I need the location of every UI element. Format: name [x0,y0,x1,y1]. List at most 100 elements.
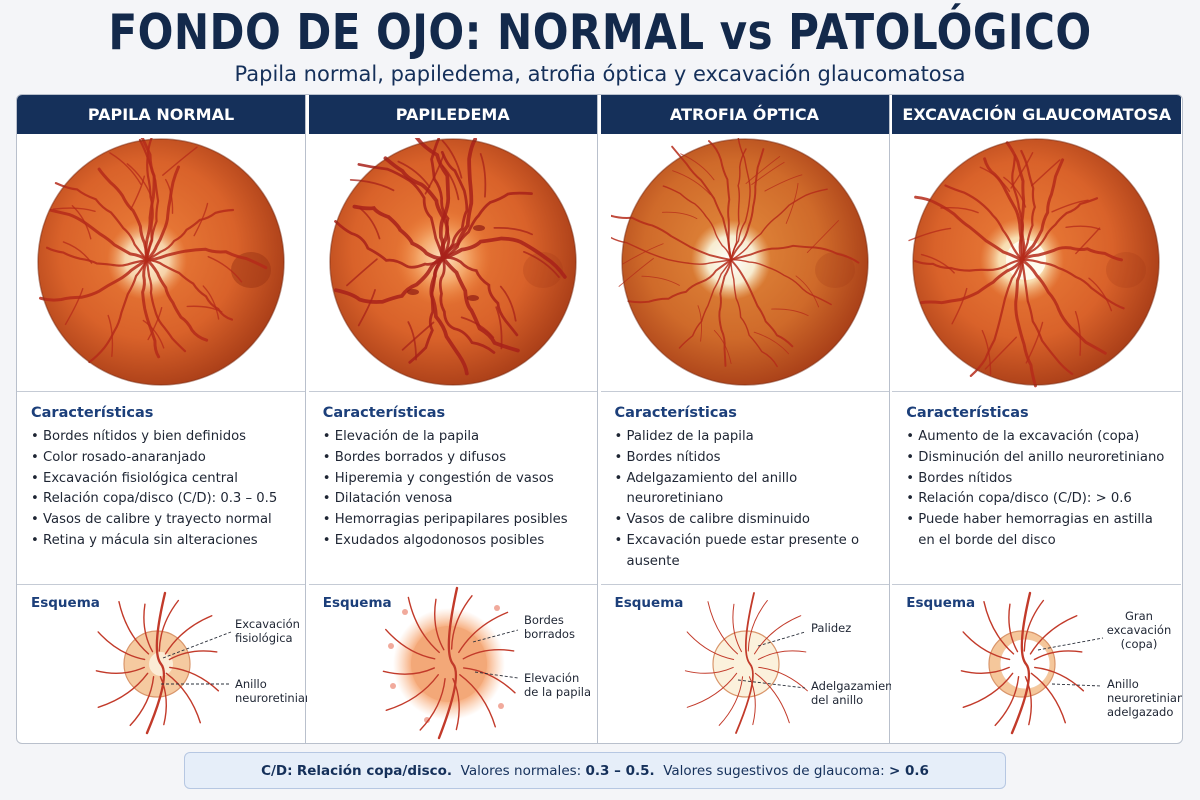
blood-vessel [914,258,1024,272]
blood-vessel [1020,258,1108,355]
blood-vessel-branch [661,211,697,220]
blood-vessel-branch [162,146,198,176]
blood-vessel-branch [671,170,711,196]
features-heading: Características [31,405,154,421]
hemorrhage [466,295,479,301]
exudate-dot [389,683,396,689]
column-glaucoma: EXCAVACIÓN GLAUCOMATOSA Características Au… [892,95,1182,743]
feature-item: Dilatación venosa [323,489,583,510]
feature-item: Bordes nítidos [906,469,1167,490]
blood-vessel-branch [1065,225,1101,231]
macula [814,252,855,288]
blood-vessel-branch [441,139,463,179]
blood-vessel [54,182,149,262]
blood-vessel-branch [107,314,114,358]
blood-vessel [145,247,268,270]
exudate-dot [423,717,430,723]
feature-item: Disminución del anillo neuroretiniano [906,448,1167,469]
blood-vessel [944,184,1024,262]
callout-label: Anillo [1107,677,1139,691]
blood-vessel-branch [522,250,560,278]
blood-vessel [627,259,732,304]
blood-vessel [357,163,445,260]
blood-vessel [145,258,209,342]
blood-vessel-branch [713,329,732,365]
blood-vessel [145,258,234,321]
blood-vessel-branch [640,275,680,286]
blood-vessel [145,138,154,262]
blood-vessel-branch [951,287,968,325]
feature-item: Vasos de calibre y trayecto normal [31,510,291,531]
blood-vessel-branch [753,331,789,355]
footer-note: C/D: Relación copa/disco. Valores normal… [184,752,1006,789]
callout-label: adelgazado [1107,705,1173,719]
exudate-dot [497,703,504,709]
blood-vessel-branch [621,243,664,265]
hemorrhage [406,289,419,295]
blood-vessel-branch [1088,277,1113,312]
blood-vessel [1011,154,1026,262]
blood-vessel-branch [202,285,220,320]
callout-label: Elevación [524,671,579,685]
blood-vessel [414,138,450,260]
blood-vessel [440,256,520,353]
feature-item: Hiperemia y congestión de vasos [323,469,583,490]
blood-vessel [983,157,1025,262]
blood-vessel-branch [358,207,381,240]
features-panel: Características Elevación de la papilaBor… [308,393,597,585]
blood-vessel [45,246,149,267]
footer-normal-label: Valores normales: [460,762,582,779]
features-panel: Características Aumento de la excavación … [892,393,1182,585]
callout-label: de la papila [524,685,591,699]
features-list: Palidez de la papilaBordes nítidosAdelga… [615,427,875,573]
blood-vessel [438,256,496,354]
blood-vessel-branch [52,207,96,213]
column-papilledema: PAPILEDEMA Características Elevación de la… [308,95,598,743]
scheme-panel: Esquema Bordes borrados Elevación de la papi… [309,586,597,743]
blood-vessel-branch [1075,310,1082,356]
blood-vessel-branch [763,174,802,192]
blood-vessel-branch [697,305,702,342]
blood-vessel [440,150,468,260]
blood-vessel-branch [349,178,395,192]
blood-vessel-branch [460,316,494,339]
blood-vessel-branch [921,253,956,274]
footer-definition: Relación copa/disco. [296,762,453,779]
feature-item: Exudados algodonosos posibles [323,531,583,552]
blood-vessel-branch [984,336,1018,370]
blood-vessel-branch [109,152,142,186]
blood-vessel [383,156,449,260]
blood-vessel-branch [193,202,209,237]
scheme-heading: Esquema [906,595,976,611]
comparison-table: PAPILA NORMAL Características Bordes nítid… [16,94,1183,744]
blood-vessel [1021,258,1074,376]
blood-vessel-branch [164,178,174,214]
blood-vessel [441,256,519,337]
blood-vessel [610,236,732,265]
column-heading: PAPILA NORMAL [17,95,305,134]
footer-term: C/D: [261,762,293,779]
callout-line [472,629,518,643]
callout-label: del anillo [811,693,863,707]
blood-vessel [140,138,156,262]
blood-vessel-branch [499,285,517,322]
blood-vessel [729,259,793,348]
blood-vessel [441,191,533,260]
blood-vessel [670,145,732,261]
callout-label: excavación [1107,623,1172,637]
exudate-dot [493,605,500,611]
features-list: Elevación de la papilaBordes borrados y … [323,427,583,552]
feature-item: Elevación de la papila [323,427,583,448]
feature-item: Retina y mácula sin alteraciones [31,531,291,552]
blood-vessel-branch [62,241,93,264]
callout-label: Anillo [235,677,267,691]
column-heading: PAPILEDEMA [308,95,597,134]
blood-vessel [1014,258,1038,388]
features-list: Aumento de la excavación (copa)Disminuci… [906,427,1167,552]
blood-vessel-branch [495,306,503,350]
blood-vessel [717,259,732,367]
vessel-tree [610,138,859,368]
features-panel: Características Palidez de la papilaBorde… [600,393,889,585]
callout-label: (copa) [1121,637,1158,651]
